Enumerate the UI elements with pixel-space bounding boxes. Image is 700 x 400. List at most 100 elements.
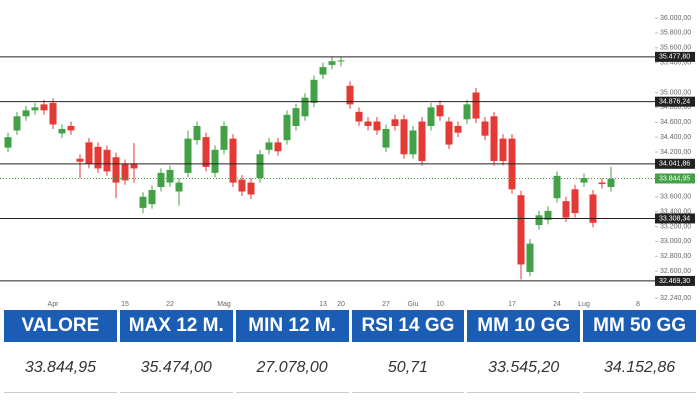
last-price-label: 33.844,95 — [659, 175, 690, 182]
candle-body — [499, 138, 507, 161]
candle-body — [202, 137, 210, 167]
y-tick-label: 34.200,00 — [660, 149, 691, 156]
y-tick-label: 33.000,00 — [660, 238, 691, 245]
table-header: VALORE — [4, 310, 117, 342]
table-value: 27.078,00 — [235, 342, 349, 393]
x-tick-label: Lug — [578, 301, 590, 308]
candle-body — [4, 137, 12, 148]
candle-body — [292, 108, 300, 126]
candle-body — [409, 130, 417, 155]
candle-body — [436, 105, 444, 117]
candle-body — [418, 121, 426, 161]
candle-body — [463, 104, 471, 120]
candle-body — [445, 121, 453, 145]
candle-body — [238, 179, 246, 192]
x-tick-label: Mag — [217, 301, 231, 308]
candle-body — [274, 142, 282, 152]
level-label-box — [655, 96, 695, 107]
candle-body — [139, 196, 147, 208]
x-tick-label: Giu — [408, 301, 419, 308]
candle-body — [112, 157, 120, 183]
candle-body — [103, 149, 111, 172]
level-label: 35.477,80 — [659, 54, 690, 61]
table-header: MM 10 GG — [467, 310, 581, 342]
candle-body — [598, 182, 606, 185]
y-tick-label: 34.400,00 — [660, 134, 691, 141]
table-value: 33.545,20 — [467, 342, 581, 393]
x-tick-label: 27 — [382, 301, 390, 308]
y-tick-label: 33.200,00 — [660, 223, 691, 230]
candle-body — [166, 169, 174, 183]
table-header: RSI 14 GG — [351, 310, 465, 342]
candle-body — [571, 189, 579, 214]
candle-body — [283, 114, 291, 141]
candle-body — [481, 121, 489, 136]
level-label-box — [655, 275, 695, 286]
candle-body — [94, 146, 102, 169]
table-value: 50,71 — [351, 342, 465, 393]
candle-body — [121, 163, 129, 181]
candle-body — [490, 116, 498, 161]
candle-body — [40, 104, 48, 111]
candle-body — [67, 125, 75, 131]
candle-body — [49, 102, 57, 125]
level-label: 32.469,30 — [659, 278, 690, 285]
candle-body — [472, 92, 480, 119]
table-value: 33.844,95 — [4, 342, 117, 393]
candle-body — [85, 142, 93, 164]
x-tick-label: 15 — [121, 301, 129, 308]
stats-table: VALORE MAX 12 M. MIN 12 M. RSI 14 GG MM 10 G… — [4, 310, 696, 393]
candle-body — [607, 178, 615, 188]
y-tick-label: 34.600,00 — [660, 119, 691, 126]
x-tick-label: 8 — [636, 301, 640, 308]
y-tick-label: 35.400,00 — [660, 60, 691, 67]
y-tick-label: 32.240,00 — [660, 295, 691, 302]
level-label: 34.041,86 — [659, 161, 690, 168]
candle-body — [148, 190, 156, 205]
candle-body — [319, 67, 327, 75]
level-label-box — [655, 213, 695, 224]
candle-body — [184, 138, 192, 173]
candle-body — [526, 243, 534, 272]
x-tick-label: 24 — [553, 301, 561, 308]
candle-body — [220, 125, 228, 150]
x-tick-label: 17 — [508, 301, 516, 308]
candle-body — [58, 128, 66, 134]
candle-body — [247, 182, 255, 195]
candle-body — [229, 138, 237, 183]
candle-body — [562, 201, 570, 218]
candle-body — [157, 172, 165, 188]
candle-body — [193, 125, 201, 141]
y-tick-label: 35.000,00 — [660, 89, 691, 96]
candle-body — [391, 119, 399, 126]
candle-body — [130, 163, 138, 169]
y-tick-label: 32.800,00 — [660, 253, 691, 260]
y-tick-label: 35.800,00 — [660, 30, 691, 37]
candle-body — [400, 119, 408, 155]
candle-body — [589, 194, 597, 223]
candle-body — [544, 210, 552, 220]
candle-body — [553, 175, 561, 199]
y-tick-label: 34.800,00 — [660, 104, 691, 111]
y-tick-label: 36.000,00 — [660, 15, 691, 22]
candle-body — [13, 116, 21, 131]
candle-body — [454, 125, 462, 133]
chart: 36.000,00 35.800,00 35.600,00 35.400,00 35.0… — [0, 15, 695, 308]
candle-body — [301, 97, 309, 117]
level-label-box — [655, 158, 695, 169]
candle-body — [364, 121, 372, 126]
y-tick-label: 32.600,00 — [660, 268, 691, 275]
candle-body — [265, 142, 273, 150]
y-tick-label: 33.400,00 — [660, 208, 691, 215]
candle-body — [175, 182, 183, 192]
candle-body — [517, 195, 525, 265]
y-tick-label: 33.600,00 — [660, 194, 691, 201]
candle-body — [76, 158, 84, 162]
candle-body — [535, 215, 543, 226]
x-tick-label: 20 — [337, 301, 345, 308]
candle-body — [355, 111, 363, 122]
candle-body — [580, 178, 588, 183]
candle-body — [337, 60, 345, 62]
table-header: MAX 12 M. — [119, 310, 233, 342]
